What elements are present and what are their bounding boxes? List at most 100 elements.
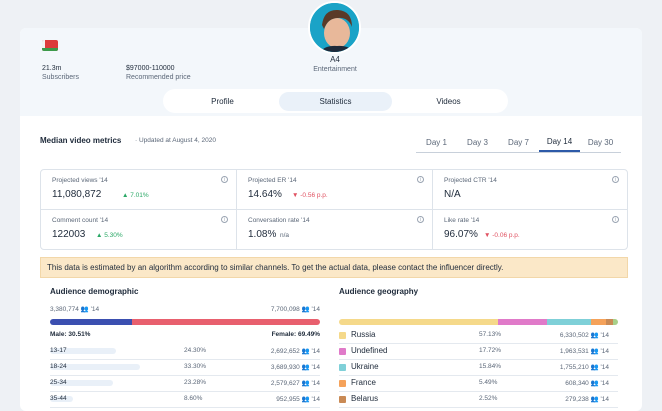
country-row: Belarus 2.52% 279,238 👥 '14: [339, 393, 609, 407]
metrics-updated: · Updated at August 4, 2020: [135, 137, 216, 144]
divider: [50, 359, 320, 360]
divider: [339, 359, 618, 360]
age-share-bar: [50, 396, 73, 402]
country-row: Ukraine 15.84% 1,755,210 👥 '14: [339, 361, 609, 375]
country-row: France 5.49% 608,340 👥 '14: [339, 377, 609, 391]
metric-label: Projected views '14: [52, 177, 108, 184]
users-icon: 👥: [301, 306, 310, 313]
country-row: Russia 57.13% 6,330,502 👥 '14: [339, 329, 609, 343]
estimate-notice: This data is estimated by an algorithm a…: [40, 257, 628, 278]
users-icon: 👥: [301, 348, 310, 355]
country-name: Undefined: [351, 346, 388, 355]
metric-label: Comment count '14: [52, 217, 109, 224]
day-tab-day-3[interactable]: Day 3: [467, 137, 488, 147]
demographic-title: Audience demographic: [50, 287, 139, 296]
geography-title: Audience geography: [339, 287, 419, 296]
day-selector: Day 1 Day 3 Day 7 Day 14 Day 30: [416, 132, 621, 153]
age-count: 2,579,627 👥 '14: [270, 380, 320, 387]
info-icon[interactable]: i: [612, 176, 619, 183]
divider: [339, 391, 618, 392]
metric-label: Conversation rate '14: [248, 217, 310, 224]
geo-share-segment: [606, 319, 613, 325]
age-range: 25-34: [50, 379, 67, 386]
male-label: Male: 30.51%: [50, 331, 91, 338]
country-count: 1,755,210 👥 '14: [559, 364, 609, 371]
users-icon: 👥: [80, 306, 89, 313]
info-icon[interactable]: i: [417, 176, 424, 183]
metrics-grid: Projected views '14 11,080,872 i ▲ 7.01% Pro…: [40, 169, 628, 250]
arrow-up-icon: ▲: [122, 192, 131, 199]
age-count: 952,955 👥 '14: [276, 396, 320, 403]
avatar-photo: [310, 3, 359, 52]
age-range: 18-24: [50, 363, 67, 370]
users-icon: 👥: [590, 380, 599, 387]
users-icon: 👥: [590, 396, 599, 403]
metric-change-value: 5.30%: [104, 232, 123, 239]
country-count: 279,238 👥 '14: [565, 396, 609, 403]
price-stat: $97000-110000 Recommended price: [126, 65, 191, 81]
country-name: Ukraine: [351, 362, 379, 371]
country-percent: 2.52%: [479, 395, 498, 402]
female-label: Female: 69.49%: [271, 331, 320, 338]
tab-videos[interactable]: Videos: [436, 96, 461, 106]
divider: [50, 375, 320, 376]
country-row: Undefined 17.72% 1,963,531 👥 '14: [339, 345, 609, 359]
metric-change: ▲ 7.01%: [122, 192, 149, 199]
day-tab-day-1[interactable]: Day 1: [426, 137, 447, 147]
day-tab-day-14[interactable]: Day 14: [539, 132, 580, 152]
metric-label: Projected CTR '14: [444, 177, 497, 184]
info-icon[interactable]: i: [612, 216, 619, 223]
info-icon[interactable]: i: [221, 176, 228, 183]
metric-value: 14.64%: [248, 189, 282, 200]
metric-change-value: 7.01%: [130, 192, 149, 199]
tab-statistics[interactable]: Statistics: [279, 91, 392, 111]
female-count: 7,700,098 👥 '14: [270, 306, 320, 313]
age-share-bar: [50, 364, 140, 370]
metric-cell: Conversation rate '14 1.08% i n/a: [237, 210, 433, 250]
users-icon: 👥: [590, 348, 599, 355]
subscribers-stat: 21.3m Subscribers: [42, 65, 79, 81]
age-percent: 8.60%: [184, 395, 203, 402]
country-count: 1,963,531 👥 '14: [559, 348, 609, 355]
belarus-flag-icon: [42, 40, 58, 51]
metric-label: Like rate '14: [444, 217, 480, 224]
geo-share-segment: [339, 319, 498, 325]
age-share-bar: [50, 348, 116, 354]
avatar[interactable]: [308, 1, 361, 54]
metric-change-value: -0.56 p.p.: [300, 192, 328, 199]
age-count: 2,692,652 👥 '14: [270, 348, 320, 355]
tab-profile[interactable]: Profile: [211, 96, 234, 106]
metric-cell: Projected CTR '14 N/A i: [433, 170, 627, 210]
metric-value: 122003: [52, 229, 86, 240]
male-share-bar: [50, 319, 132, 325]
female-share-bar: [132, 319, 320, 325]
metric-value: 11,080,872: [52, 189, 102, 200]
metric-cell: Like rate '14 96.07% i ▼ -0.06 p.p.: [433, 210, 627, 250]
price-value: $97000-110000: [126, 65, 175, 72]
users-icon: 👥: [301, 364, 310, 371]
age-percent: 33.30%: [184, 363, 207, 370]
color-swatch: [339, 348, 346, 355]
subscribers-label: Subscribers: [42, 74, 79, 81]
country-count: 608,340 👥 '14: [565, 380, 609, 387]
metric-value: 1.08%: [248, 229, 277, 240]
users-icon: 👥: [301, 396, 310, 403]
info-icon[interactable]: i: [417, 216, 424, 223]
country-percent: 5.49%: [479, 379, 498, 386]
metric-change: ▼ -0.06 p.p.: [484, 232, 520, 239]
country-percent: 17.72%: [479, 347, 502, 354]
age-share-bar: [50, 380, 113, 386]
metric-cell: Comment count '14 122003 i ▲ 5.30%: [41, 210, 237, 250]
metric-change-value: -0.06 p.p.: [492, 232, 520, 239]
country-name: Belarus: [351, 394, 379, 403]
male-count: 3,380,774 👥 '14: [50, 306, 100, 313]
day-tab-day-30[interactable]: Day 30: [587, 137, 614, 147]
color-swatch: [339, 396, 346, 403]
color-swatch: [339, 332, 346, 339]
arrow-down-icon: ▼: [484, 232, 493, 239]
divider: [339, 375, 618, 376]
age-percent: 24.30%: [184, 347, 207, 354]
channel-name: A4: [330, 55, 340, 64]
info-icon[interactable]: i: [221, 216, 228, 223]
day-tab-day-7[interactable]: Day 7: [508, 137, 529, 147]
